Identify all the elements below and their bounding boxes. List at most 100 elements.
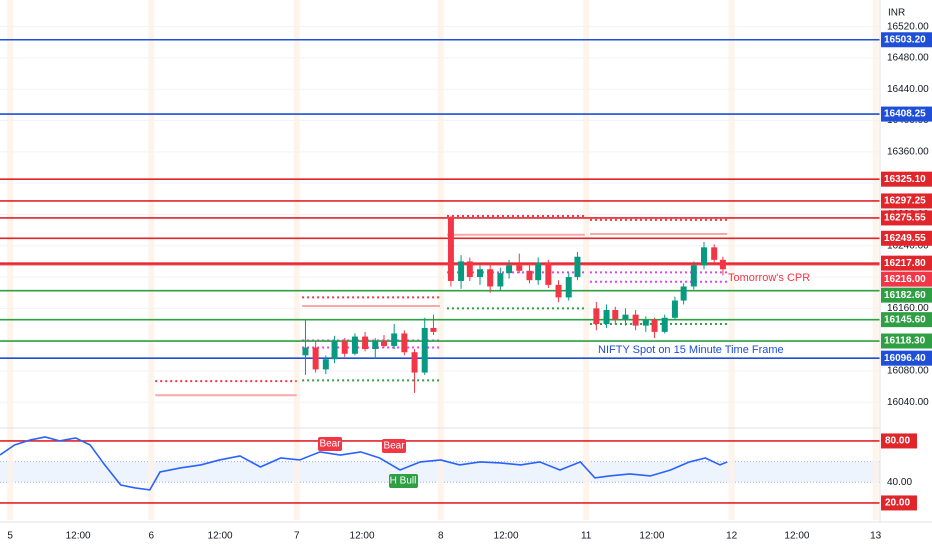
candle-body (545, 262, 552, 285)
annotation: Tomorrow's CPR (728, 272, 810, 284)
level-label: 80.00 (885, 436, 910, 447)
x-tick-label: 12:00 (784, 531, 809, 542)
x-tick-label: 5 (7, 531, 13, 542)
candle-body (555, 284, 562, 298)
signal-box (318, 437, 342, 451)
session-break (148, 0, 155, 520)
x-tick-label: 12:00 (208, 531, 233, 542)
candle-body (642, 320, 649, 326)
candle-body (447, 217, 454, 281)
level-label: 16217.80 (884, 258, 926, 269)
level-label: 16297.25 (884, 196, 926, 207)
signal-label: Bear (383, 441, 405, 452)
session-break (7, 0, 14, 520)
plot-layer (0, 38, 880, 504)
x-tick-label: 13 (870, 531, 882, 542)
level-label-box (881, 287, 932, 303)
level-label: 16216.00 (884, 274, 926, 285)
x-tick-label: 12:00 (350, 531, 375, 542)
level-label-box (881, 271, 932, 287)
level-label-box (881, 495, 917, 511)
currency: INR (888, 8, 905, 19)
candle-body (331, 341, 338, 360)
session-break (437, 0, 444, 520)
level-label-box (881, 171, 932, 187)
candle-body (612, 309, 619, 320)
level-label-box (881, 193, 932, 209)
annotation: NIFTY Spot on 15 Minute Time Frame (598, 344, 784, 356)
level-label-box (881, 210, 932, 226)
session-break (728, 0, 735, 520)
candle-body (651, 320, 658, 332)
candle-body (711, 247, 718, 260)
x-tick-label: 12:00 (639, 531, 664, 542)
candle-body (362, 336, 369, 350)
level-label-box (881, 312, 932, 328)
x-tick-label: 12:00 (494, 531, 519, 542)
candle-body (322, 359, 329, 370)
candle-body (690, 265, 697, 287)
candle-body (477, 269, 483, 278)
candle-body (680, 286, 687, 301)
candle-body (535, 262, 542, 281)
y-tick-label: 16520.00 (887, 21, 929, 32)
candle-body (341, 341, 348, 354)
candle-body (466, 261, 473, 278)
signal-label: H Bull (390, 476, 417, 487)
candle-body (719, 259, 726, 270)
level-label: 16096.40 (884, 353, 926, 364)
session-break (293, 0, 300, 520)
rsi-line (0, 436, 728, 491)
candle-body (574, 256, 581, 278)
level-label-box (881, 350, 932, 366)
level-label: 16182.60 (884, 290, 926, 301)
level-label-box (881, 255, 932, 271)
y-tick-label: 16040.00 (887, 397, 929, 408)
x-tick-label: 8 (438, 531, 444, 542)
level-label: 16503.20 (884, 34, 926, 45)
background-layer (0, 0, 880, 520)
y-tick-label: 16440.00 (887, 84, 929, 95)
candle-body (516, 265, 523, 271)
candle-body (565, 277, 572, 298)
candle-body (701, 247, 707, 266)
candle-body (458, 261, 465, 281)
x-tick-label: 7 (294, 531, 300, 542)
x-tick-label: 12:00 (66, 531, 91, 542)
session-break (872, 0, 879, 520)
candle-body (421, 327, 428, 373)
x-tick-label: 11 (581, 531, 592, 542)
candle-body (372, 341, 379, 350)
candle-body (487, 269, 494, 287)
level-label: 16408.25 (884, 109, 926, 120)
level-label: 16275.55 (884, 213, 926, 224)
x-tick-label: 6 (148, 531, 154, 542)
level-label: 16325.10 (884, 174, 926, 185)
y-tick-label: 40.00 (887, 477, 912, 488)
level-label: 16249.55 (884, 233, 926, 244)
candle-body (411, 352, 418, 373)
candle-body (603, 309, 610, 325)
candle-body (381, 341, 387, 346)
candle-body (622, 314, 629, 320)
session-break (583, 0, 590, 520)
signal-box (389, 474, 418, 488)
candle-body (351, 336, 358, 354)
level-label: 20.00 (885, 498, 910, 509)
candle-body (401, 333, 408, 353)
candle-body (302, 347, 309, 356)
signal-label: Bear (319, 439, 341, 450)
candle-body (497, 273, 504, 287)
level-label-box (881, 32, 932, 48)
level-label: 16118.30 (884, 336, 926, 347)
candle-body (526, 270, 533, 281)
y-tick-label: 16360.00 (887, 146, 929, 157)
level-label-box (881, 230, 932, 246)
label-layer: 16040.0016080.0016120.0016160.0016200.00… (7, 21, 932, 542)
level-label-box (881, 433, 917, 449)
candle-body (661, 317, 668, 332)
y-tick-label: 16240.00 (887, 240, 929, 251)
candle-body (671, 300, 678, 318)
